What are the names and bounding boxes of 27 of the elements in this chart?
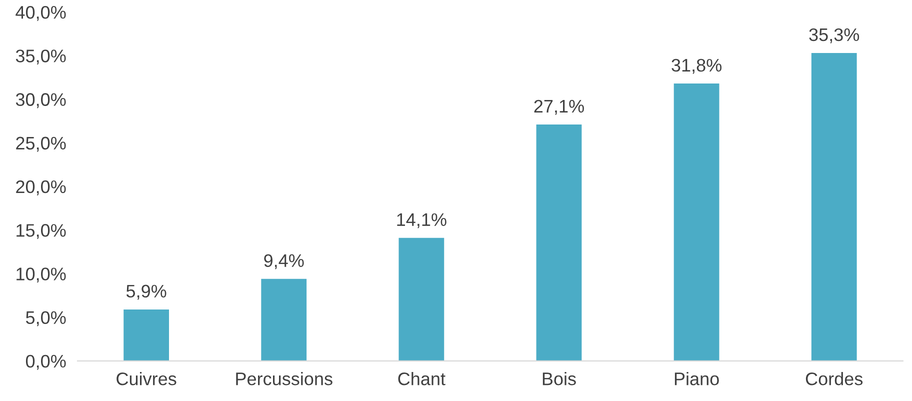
bar <box>261 278 307 361</box>
y-tick-label: 20,0% <box>16 180 66 196</box>
y-tick-label: 40,0% <box>16 6 66 21</box>
bar <box>398 238 444 361</box>
y-tick-label: 0,0% <box>26 354 66 370</box>
data-label: 27,1% <box>534 100 584 115</box>
data-label: 5,9% <box>126 284 166 300</box>
y-tick-label: 15,0% <box>16 224 66 239</box>
y-tick-label: 30,0% <box>16 93 66 108</box>
y-tick-label: 35,0% <box>16 50 66 64</box>
x-tick-label: Bois <box>542 372 576 386</box>
data-label: 31,8% <box>672 58 722 74</box>
bar <box>674 84 720 361</box>
bar <box>124 309 169 361</box>
y-tick-label: 5,0% <box>26 311 66 326</box>
bar <box>811 53 857 361</box>
data-label: 14,1% <box>397 213 446 228</box>
bar <box>536 124 582 361</box>
x-tick-label: Piano <box>674 372 719 386</box>
y-tick-label: 25,0% <box>16 136 66 152</box>
x-tick-label: Cuivres <box>116 372 176 386</box>
x-tick-label: Chant <box>398 372 446 386</box>
data-label: 9,4% <box>264 254 304 270</box>
data-label: 35,3% <box>809 28 860 44</box>
x-tick-label: Cordes <box>806 372 863 386</box>
x-tick-label: Percussions <box>236 372 332 386</box>
y-tick-label: 10,0% <box>16 268 66 283</box>
